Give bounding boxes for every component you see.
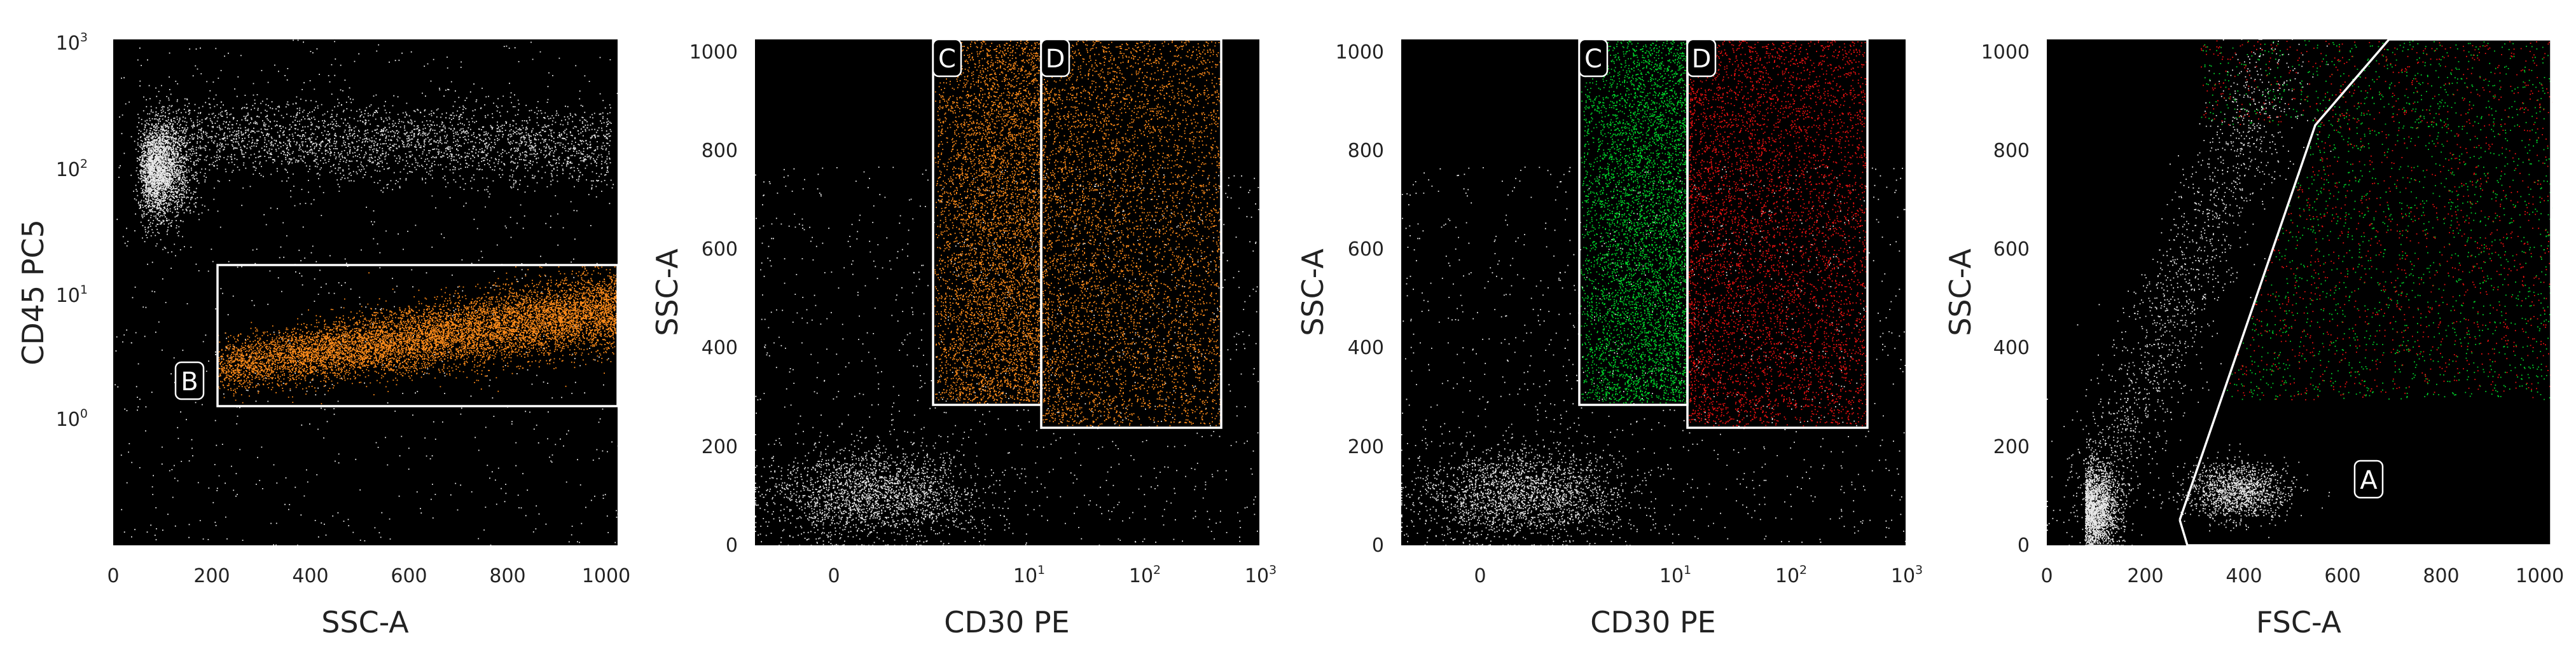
gate-b [216, 264, 619, 407]
events-events [1401, 166, 1906, 546]
x-axis-label-1: SSC-A [321, 605, 409, 639]
gate-D-events [1689, 40, 1867, 426]
gate-b-label: B [174, 361, 205, 400]
x-tick-1-1: 200 [193, 565, 230, 587]
x-tick-1-0: 0 [107, 565, 119, 587]
y-tick-4-0: 0 [2018, 535, 2030, 557]
x-tick-1-3: 600 [391, 565, 427, 587]
y-tick-4-1: 200 [1993, 436, 2030, 458]
x-tick-1-2: 400 [292, 565, 328, 587]
x-tick-4-0: 0 [2040, 565, 2053, 587]
x-tick-4-2: 400 [2226, 565, 2262, 587]
events-events [2047, 39, 2332, 546]
y-tick-2-2: 400 [702, 337, 738, 359]
x-tick-2-2: 102 [1129, 563, 1161, 587]
x-tick-2-3: 103 [1245, 563, 1277, 587]
y-tick-4-2: 400 [1993, 337, 2030, 359]
x-tick-4-3: 600 [2324, 565, 2360, 587]
events-events [755, 167, 1259, 546]
y-tick-3-3: 600 [1348, 238, 1384, 261]
panel-4: A 0 200 400 600 800 1000 0 200 400 600 8… [1943, 38, 2564, 639]
panel-2: C D 0 101 102 103 0 200 400 600 800 1000… [650, 38, 1277, 639]
x-tick-3-0: 0 [1474, 565, 1486, 587]
gate-a-text: A [2360, 466, 2378, 495]
gate-a-label: A [2353, 460, 2384, 499]
x-axis-label-4: FSC-A [2256, 605, 2342, 639]
gate-c-green-text: C [1584, 44, 1602, 74]
y-tick-3-4: 800 [1348, 140, 1384, 162]
x-tick-2-1: 101 [1013, 563, 1045, 587]
y-axis-label-3: SSC-A [1296, 249, 1330, 336]
y-tick-3-1: 200 [1348, 436, 1384, 458]
y-tick-2-4: 800 [702, 140, 738, 162]
gate-d [1040, 38, 1222, 429]
events-panel-2 [755, 40, 1259, 546]
y-tick-4-4: 800 [1993, 140, 2030, 162]
gate-B-events [218, 266, 619, 405]
events-panel-1 [114, 39, 619, 546]
panel-3: C D 0 101 102 103 0 200 400 600 800 1000… [1296, 38, 1923, 639]
x-axis-label-2: CD30 PE [944, 605, 1070, 639]
gate-c-green-label: C [1578, 38, 1609, 78]
x-tick-4-1: 200 [2127, 565, 2163, 587]
gate-B-events [934, 40, 1221, 426]
y-tick-2-1: 200 [702, 436, 738, 458]
y-axis-label-2: SSC-A [650, 249, 684, 336]
y-tick-2-5: 1000 [689, 41, 738, 64]
y-tick-2-0: 0 [726, 535, 738, 557]
y-tick-1-0: 100 [56, 407, 88, 431]
gate-c-label: C [932, 38, 962, 78]
y-tick-1-3: 103 [56, 31, 88, 55]
gate-d-text: D [1046, 44, 1065, 74]
y-tick-2-3: 600 [702, 238, 738, 261]
x-tick-1-4: 800 [489, 565, 525, 587]
x-tick-3-1: 101 [1659, 563, 1691, 587]
y-tick-3-2: 400 [1348, 337, 1384, 359]
gate-C-events [2201, 40, 2552, 400]
panel-1: B 0 200 400 600 800 1000 100 101 102 103… [16, 31, 630, 639]
gate-d-red-label: D [1686, 38, 1717, 78]
events-panel-3 [1401, 40, 1906, 546]
gate-d-red [1686, 38, 1869, 429]
y-tick-4-3: 600 [1993, 238, 2030, 261]
x-axis-label-3: CD30 PE [1590, 605, 1716, 639]
gate-c-text: C [938, 44, 956, 74]
y-axis-label-1: CD45 PC5 [16, 219, 50, 365]
gate-C-events [1581, 40, 1687, 404]
gate-d-label: D [1040, 38, 1070, 78]
x-tick-2-0: 0 [828, 565, 840, 587]
gate-d-red-text: D [1692, 44, 1712, 74]
y-tick-3-0: 0 [1372, 535, 1384, 557]
x-tick-4-5: 1000 [2516, 565, 2564, 587]
x-tick-3-2: 102 [1775, 563, 1807, 587]
y-tick-3-5: 1000 [1336, 41, 1384, 64]
x-tick-4-4: 800 [2423, 565, 2459, 587]
plot-area-4 [2047, 39, 2551, 545]
y-tick-4-5: 1000 [1981, 41, 2030, 64]
events-events [114, 39, 619, 546]
y-tick-1-1: 101 [56, 283, 88, 307]
y-tick-1-2: 102 [56, 157, 88, 181]
y-axis-label-4: SSC-A [1943, 249, 1977, 336]
gate-b-text: B [181, 367, 198, 397]
x-tick-3-3: 103 [1891, 563, 1923, 587]
x-tick-1-5: 1000 [582, 565, 630, 587]
gate-a [2178, 38, 2552, 547]
